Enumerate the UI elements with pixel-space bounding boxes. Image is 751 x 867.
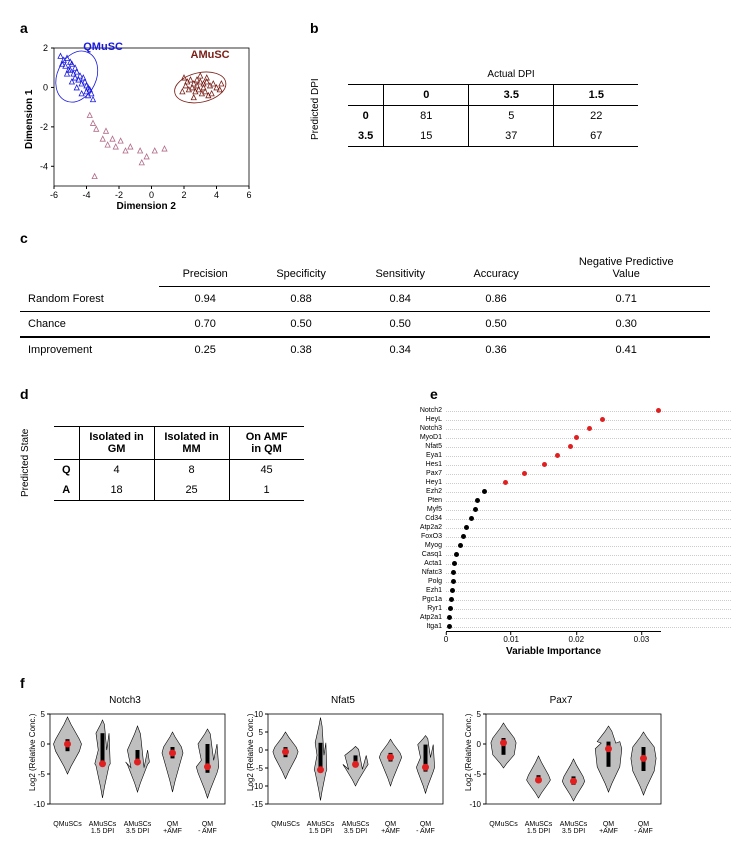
svg-text:6: 6 <box>246 190 251 200</box>
gene-label: Pax7 <box>400 470 446 477</box>
svg-text:-10: -10 <box>469 800 481 809</box>
violin-chart: Pax7-10-505Log2 (Relative Conc.)QMuSCsAM… <box>456 695 666 835</box>
panel-e-label: e <box>430 386 731 402</box>
svg-text:AMuSC: AMuSC <box>191 49 230 61</box>
gene-label: Atp2a2 <box>400 524 446 531</box>
table-c: PrecisionSpecificitySensitivityAccuracyN… <box>20 250 710 362</box>
svg-text:-15: -15 <box>251 800 263 809</box>
panel-f-label: f <box>20 675 731 691</box>
svg-text:QMuSC: QMuSC <box>83 41 123 53</box>
gene-label: Hes1 <box>400 461 446 468</box>
panel-d-label: d <box>20 386 370 402</box>
tbl-d-rowheader: Predicted State <box>20 428 31 496</box>
table-d: Isolated inGMIsolated inMMOn AMFin QMQ48… <box>38 426 304 501</box>
panel-a: a -6-4-20246-4-202QMuSCAMuSCDimension 2D… <box>20 20 280 210</box>
tbl-b-rowheader: Predicted DPI <box>310 78 321 140</box>
gene-label: FoxO3 <box>400 533 446 540</box>
svg-text:0: 0 <box>149 190 154 200</box>
gene-label: Myf5 <box>400 506 446 513</box>
gene-label: Pgc1a <box>400 596 446 603</box>
gene-label: Ezh2 <box>400 488 446 495</box>
panel-a-label: a <box>20 20 280 36</box>
svg-text:-6: -6 <box>50 190 58 200</box>
gene-label: Polg <box>400 578 446 585</box>
violin-chart: Nfat5-15-10-50510Log2 (Relative Conc.)QM… <box>238 695 448 835</box>
svg-text:10: 10 <box>254 710 263 719</box>
svg-text:-4: -4 <box>40 161 48 171</box>
gene-label: Pten <box>400 497 446 504</box>
svg-text:0: 0 <box>43 82 48 92</box>
gene-label: Atp2a1 <box>400 614 446 621</box>
svg-text:2: 2 <box>43 43 48 53</box>
svg-text:5: 5 <box>259 728 264 737</box>
violin-chart: Notch3-10-505Log2 (Relative Conc.)QMuSCs… <box>20 695 230 835</box>
svg-text:5: 5 <box>477 710 482 719</box>
svg-text:-2: -2 <box>115 190 123 200</box>
gene-label: Nfat5 <box>400 443 446 450</box>
gene-label: Nfatc3 <box>400 569 446 576</box>
panel-b-label: b <box>310 20 731 36</box>
gene-label: Eya1 <box>400 452 446 459</box>
svg-text:5: 5 <box>41 710 46 719</box>
svg-text:2: 2 <box>181 190 186 200</box>
table-b: Actual DPI03.51.50815223.5153767 <box>328 65 638 147</box>
gene-label: Itga1 <box>400 623 446 630</box>
violin-row: Notch3-10-505Log2 (Relative Conc.)QMuSCs… <box>20 695 731 835</box>
svg-text:-5: -5 <box>474 770 482 779</box>
gene-label: Ryr1 <box>400 605 446 612</box>
panel-c: c PrecisionSpecificitySensitivityAccurac… <box>20 230 731 362</box>
gene-label: Cd34 <box>400 515 446 522</box>
gene-label: Hey1 <box>400 479 446 486</box>
svg-text:-4: -4 <box>82 190 90 200</box>
panel-c-label: c <box>20 230 731 246</box>
scatter-plot: -6-4-20246-4-202QMuSCAMuSCDimension 2Dim… <box>20 40 260 210</box>
panel-b: b Predicted DPI Actual DPI03.51.50815223… <box>310 20 731 147</box>
gene-label: HeyL <box>400 416 446 423</box>
panel-d: d Predicted State Isolated inGMIsolated … <box>20 386 370 501</box>
svg-text:-2: -2 <box>40 122 48 132</box>
gene-label: Ezh1 <box>400 587 446 594</box>
svg-text:0: 0 <box>41 740 46 749</box>
figure: a -6-4-20246-4-202QMuSCAMuSCDimension 2D… <box>20 20 731 835</box>
gene-label: Myog <box>400 542 446 549</box>
gene-label: Casq1 <box>400 551 446 558</box>
svg-text:-5: -5 <box>256 764 264 773</box>
variable-importance-chart: Notch2 HeyL Notch3 MyoD1 Nfat5 Eya1 Hes1 Pax7 He… <box>400 406 731 657</box>
gene-label: Notch3 <box>400 425 446 432</box>
svg-text:0: 0 <box>259 746 264 755</box>
gene-label: Acta1 <box>400 560 446 567</box>
panel-e: e Notch2 HeyL Notch3 MyoD1 Nfat5 Eya1 Hes1 Pax7… <box>400 386 731 657</box>
gene-label: MyoD1 <box>400 434 446 441</box>
svg-text:0: 0 <box>477 740 482 749</box>
svg-text:-10: -10 <box>33 800 45 809</box>
gene-label: Notch2 <box>400 407 446 414</box>
svg-text:-5: -5 <box>38 770 46 779</box>
panel-f: f Notch3-10-505Log2 (Relative Conc.)QMuS… <box>20 675 731 835</box>
svg-text:4: 4 <box>214 190 219 200</box>
